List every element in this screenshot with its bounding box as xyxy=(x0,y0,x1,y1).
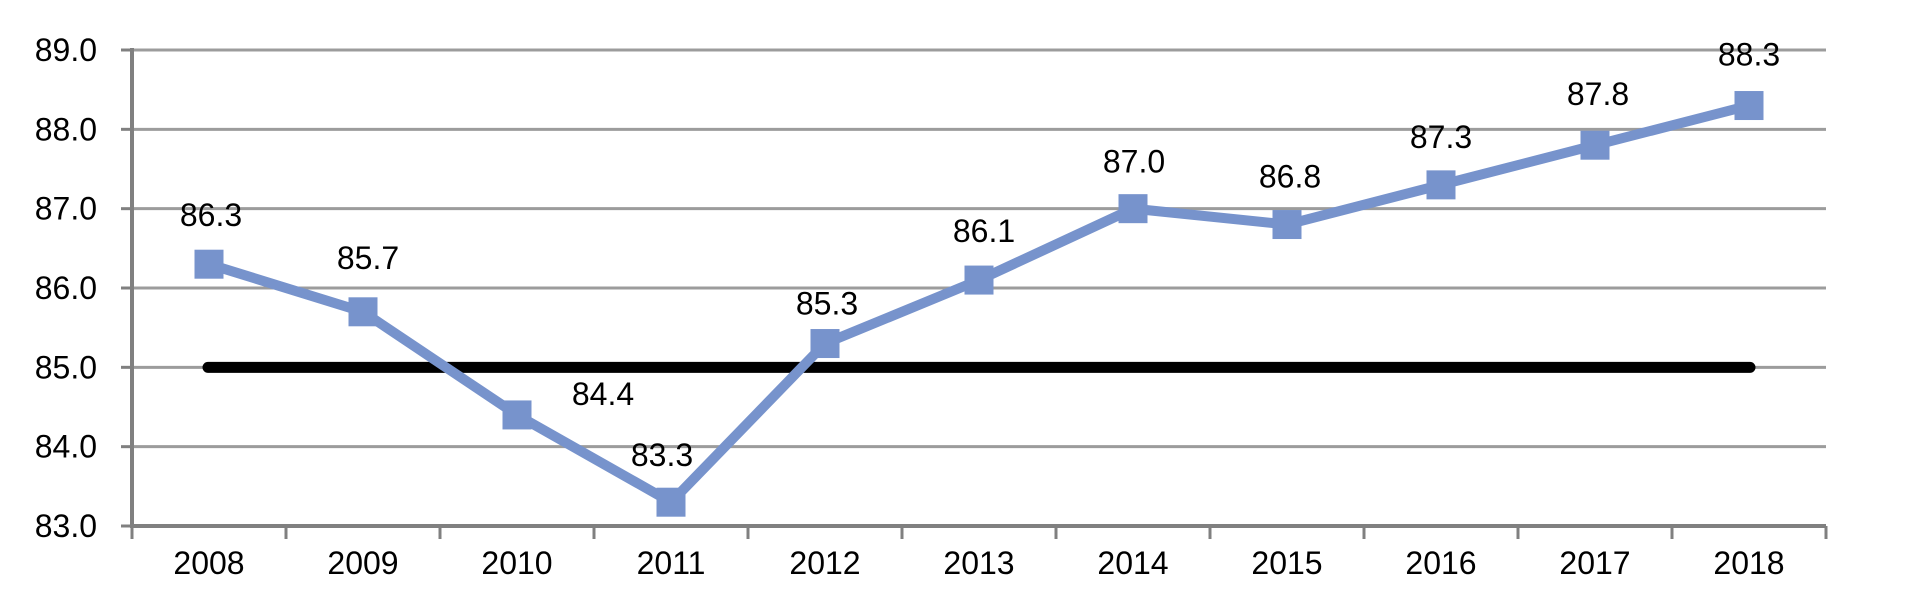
data-label: 86.8 xyxy=(1259,159,1321,195)
x-tick-label: 2012 xyxy=(789,545,860,581)
y-tick-label: 84.0 xyxy=(35,429,97,465)
x-tick-label: 2018 xyxy=(1713,545,1784,581)
data-point-marker xyxy=(1118,194,1148,224)
data-point-marker xyxy=(1734,91,1764,121)
y-tick-label: 87.0 xyxy=(35,191,97,227)
x-tick-label: 2015 xyxy=(1251,545,1322,581)
data-point-marker xyxy=(1426,170,1456,200)
x-tick-label: 2013 xyxy=(943,545,1014,581)
data-point-marker xyxy=(1272,210,1302,240)
data-label: 86.3 xyxy=(180,197,242,233)
data-point-marker xyxy=(656,487,686,517)
data-label: 88.3 xyxy=(1718,37,1780,73)
data-point-marker xyxy=(964,265,994,295)
data-label: 85.3 xyxy=(796,286,858,322)
data-label: 83.3 xyxy=(631,437,693,473)
x-tick-label: 2009 xyxy=(327,545,398,581)
x-tick-label: 2010 xyxy=(481,545,552,581)
data-label: 84.4 xyxy=(572,376,634,412)
y-tick-label: 83.0 xyxy=(35,508,97,544)
data-series-line xyxy=(207,100,1751,509)
x-tick-label: 2008 xyxy=(173,545,244,581)
x-tick-label: 2017 xyxy=(1559,545,1630,581)
data-label: 87.8 xyxy=(1567,76,1629,112)
data-point-marker xyxy=(1580,130,1610,160)
data-label: 87.0 xyxy=(1103,144,1165,180)
data-point-marker xyxy=(348,297,378,327)
y-tick-label: 88.0 xyxy=(35,111,97,147)
data-point-marker xyxy=(194,249,224,279)
data-point-marker xyxy=(810,329,840,359)
y-tick-label: 89.0 xyxy=(35,32,97,68)
x-tick-label: 2011 xyxy=(637,545,706,581)
x-tick-label: 2014 xyxy=(1097,545,1168,581)
y-tick-label: 86.0 xyxy=(35,270,97,306)
data-point-marker xyxy=(502,400,532,430)
data-label: 87.3 xyxy=(1410,119,1472,155)
x-tick-label: 2016 xyxy=(1405,545,1476,581)
data-label: 85.7 xyxy=(337,240,399,276)
y-tick-label: 85.0 xyxy=(35,349,97,385)
data-label: 86.1 xyxy=(953,213,1015,249)
